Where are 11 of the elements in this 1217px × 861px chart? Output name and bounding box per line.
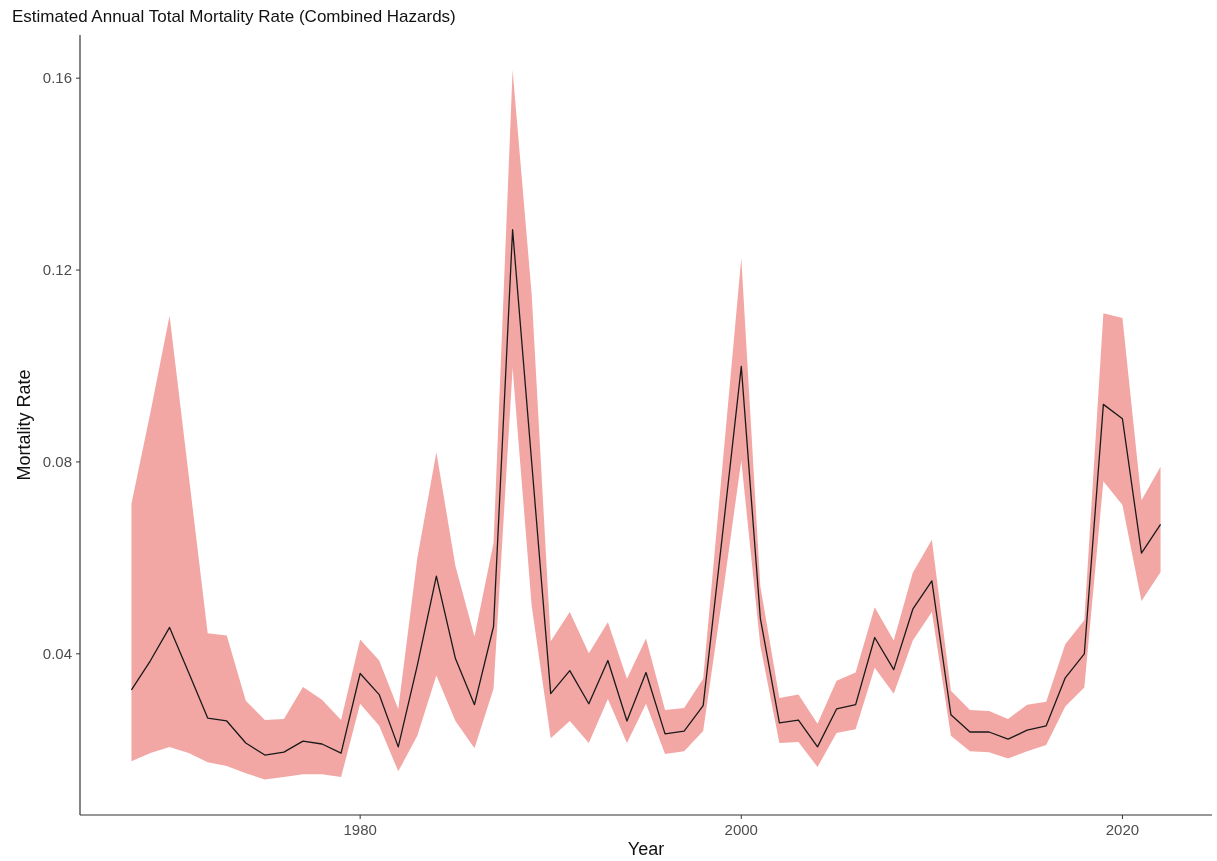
x-tick-label: 2020 <box>1105 821 1140 838</box>
x-tick-label: 2000 <box>724 821 758 838</box>
x-tick-label: 1980 <box>343 821 377 838</box>
y-axis-title: Mortality Rate <box>14 369 34 481</box>
y-tick-label: 0.12 <box>42 261 72 279</box>
x-axis-title: Year <box>627 839 665 859</box>
y-tick-label: 0.16 <box>42 69 72 87</box>
y-tick-label: 0.08 <box>42 453 72 471</box>
chart-title: Estimated Annual Total Mortality Rate (Combined Hazards) <box>12 7 456 26</box>
line-series <box>130 229 1162 756</box>
y-tick-label: 0.04 <box>42 645 72 663</box>
